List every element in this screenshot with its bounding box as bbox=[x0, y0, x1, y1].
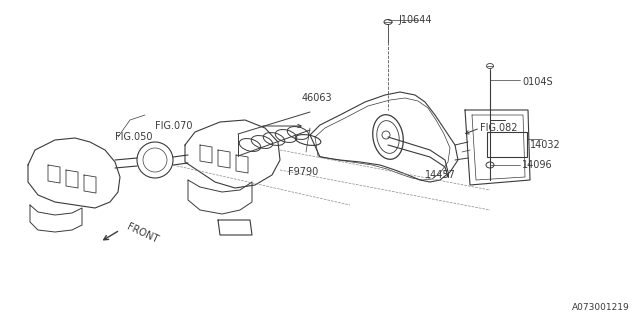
Text: 46063: 46063 bbox=[302, 93, 333, 103]
Text: J10644: J10644 bbox=[398, 15, 431, 25]
Text: 0104S: 0104S bbox=[522, 77, 552, 87]
Text: F9790: F9790 bbox=[288, 167, 318, 177]
Text: 14096: 14096 bbox=[522, 160, 552, 170]
Text: 14032: 14032 bbox=[530, 140, 561, 150]
Text: FIG.070: FIG.070 bbox=[155, 121, 193, 131]
Text: FRONT: FRONT bbox=[125, 221, 159, 244]
Text: FIG.082: FIG.082 bbox=[480, 123, 518, 133]
Bar bbox=[487, 132, 527, 157]
Text: 14457: 14457 bbox=[425, 170, 456, 180]
Text: A073001219: A073001219 bbox=[572, 303, 630, 312]
Text: FIG.050: FIG.050 bbox=[115, 132, 152, 142]
